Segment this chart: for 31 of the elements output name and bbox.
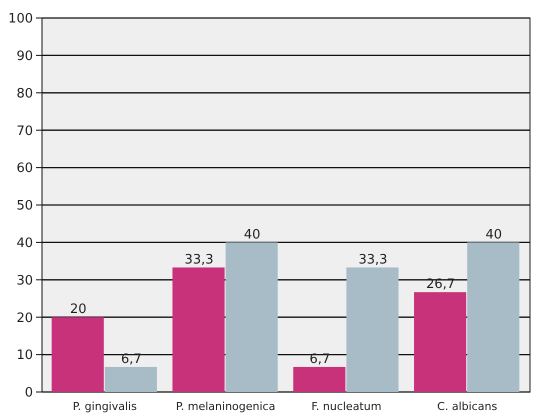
y-tick-label: 0 — [24, 386, 33, 401]
x-tick-label: P. melaninogenica — [176, 400, 276, 413]
y-tick-label: 90 — [16, 48, 33, 64]
y-tick-label: 20 — [16, 310, 33, 326]
data-label: 33,3 — [358, 252, 388, 268]
data-label: 33,3 — [184, 252, 214, 268]
bar — [467, 242, 520, 392]
bar — [104, 366, 157, 392]
data-label: 6,7 — [309, 352, 330, 367]
data-label: 26,7 — [426, 277, 456, 292]
y-tick-label: 30 — [16, 273, 33, 288]
y-tick-label: 80 — [16, 86, 33, 102]
data-label: 40 — [485, 227, 502, 242]
bar — [52, 317, 104, 392]
y-tick-label: 100 — [8, 12, 33, 27]
y-tick-label: 60 — [16, 161, 33, 176]
x-tick-label: P. gingivalis — [72, 400, 138, 413]
data-label: 20 — [70, 302, 87, 318]
bar — [293, 366, 346, 392]
y-tick-label: 10 — [16, 348, 33, 364]
y-tick-label: 50 — [16, 198, 33, 214]
x-tick-label: C. albicans — [437, 400, 498, 413]
bar — [172, 267, 225, 392]
bar — [414, 292, 466, 392]
bar — [346, 267, 399, 392]
data-label: 40 — [244, 227, 260, 242]
y-tick-label: 40 — [16, 236, 33, 251]
y-tick-label: 70 — [16, 124, 33, 139]
data-label: 6,7 — [121, 352, 142, 367]
bar — [226, 242, 278, 392]
x-tick-label: F. nucleatum — [311, 400, 382, 413]
